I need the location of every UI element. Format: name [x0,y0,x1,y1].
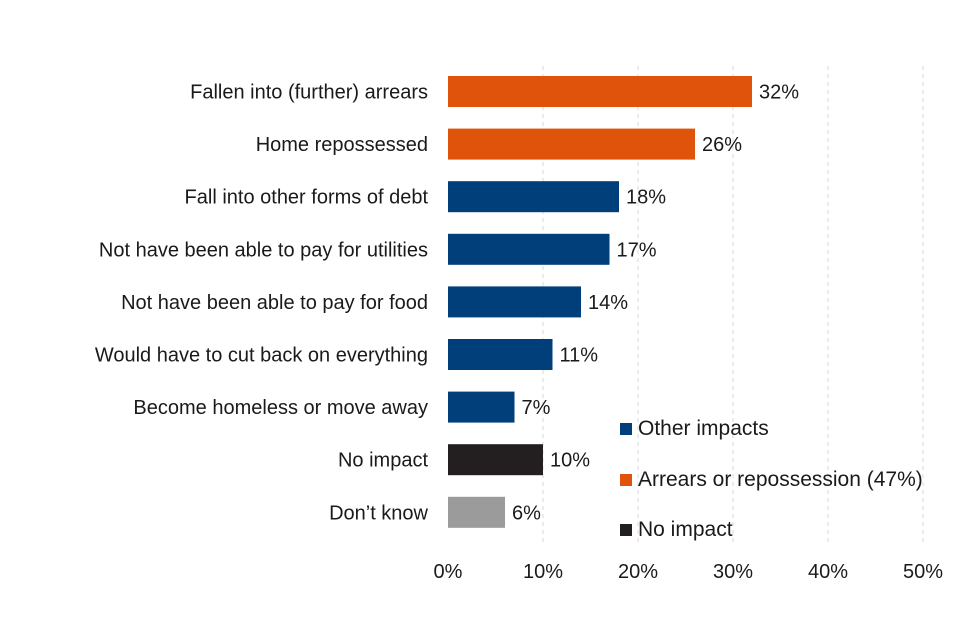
x-tick-label-0: 0% [434,561,463,583]
bars [448,76,752,528]
bar-home-repossessed [448,128,695,160]
bar-become-homeless-or-move-away [448,391,515,423]
legend-swatch-no-impact [620,524,632,537]
value-label-not-have-been-able-to-pay-for-utilities: 17% [617,239,657,261]
category-label-not-have-been-able-to-pay-for-food: Not have been able to pay for food [121,292,428,314]
value-label-would-have-to-cut-back-on-everything: 11% [560,345,599,367]
category-label-fall-into-other-forms-of-debt: Fall into other forms of debt [185,187,429,209]
bar-not-have-been-able-to-pay-for-utilities [448,233,610,265]
value-label-fallen-into-further-arrears: 32% [759,82,799,104]
bar-would-have-to-cut-back-on-everything [448,339,553,370]
x-tick-label-50: 50% [903,561,943,583]
bar-no-impact [448,444,543,476]
bar-fallen-into-further-arrears [448,76,752,107]
value-labels: 32% 26% 18% 17% 14% 11% 7% 10% 6% [512,82,799,525]
legend-item-other-impacts: Other impacts [620,404,923,455]
legend-label-no-impact: No impact [638,518,733,542]
legend: Other impacts Arrears or repossession (4… [620,404,923,556]
bar-fall-into-other-forms-of-debt [448,181,619,213]
x-tick-label-10: 10% [523,561,563,583]
category-label-no-impact: No impact [338,450,428,472]
value-label-become-homeless-or-move-away: 7% [522,397,551,419]
value-label-fall-into-other-forms-of-debt: 18% [626,187,666,209]
bar-not-have-been-able-to-pay-for-food [448,286,581,318]
category-label-not-have-been-able-to-pay-for-utilities: Not have been able to pay for utilities [99,239,428,261]
value-label-home-repossessed: 26% [702,134,742,156]
x-tick-label-20: 20% [618,561,658,583]
category-label-home-repossessed: Home repossessed [256,134,428,156]
x-axis-tick-labels: 0% 10% 20% 30% 40% 50% [434,561,944,583]
value-label-don-t-know: 6% [512,502,541,524]
category-labels: Fallen into (further) arrears Home reposs… [95,82,429,525]
legend-item-no-impact: No impact [620,505,923,556]
category-label-don-t-know: Don’t know [329,502,428,524]
value-label-not-have-been-able-to-pay-for-food: 14% [588,292,628,314]
legend-label-arrears-or-repossession: Arrears or repossession (47%) [638,467,923,491]
legend-label-other-impacts: Other impacts [638,417,769,441]
x-tick-label-30: 30% [713,561,753,583]
bar-don-t-know [448,496,505,528]
x-tick-label-40: 40% [808,561,848,583]
legend-swatch-arrears-or-repossession [620,473,632,486]
category-label-would-have-to-cut-back-on-everything: Would have to cut back on everything [95,345,428,367]
legend-item-arrears-or-repossession: Arrears or repossession (47%) [620,455,923,506]
legend-swatch-other-impacts [620,423,632,436]
category-label-fallen-into-further-arrears: Fallen into (further) arrears [190,82,428,104]
value-label-no-impact: 10% [550,450,590,472]
category-label-become-homeless-or-move-away: Become homeless or move away [133,397,428,419]
